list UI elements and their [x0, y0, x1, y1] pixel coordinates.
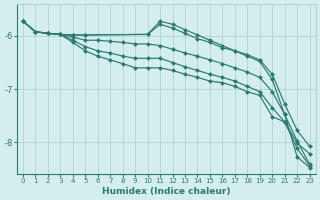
X-axis label: Humidex (Indice chaleur): Humidex (Indice chaleur) — [102, 187, 230, 196]
